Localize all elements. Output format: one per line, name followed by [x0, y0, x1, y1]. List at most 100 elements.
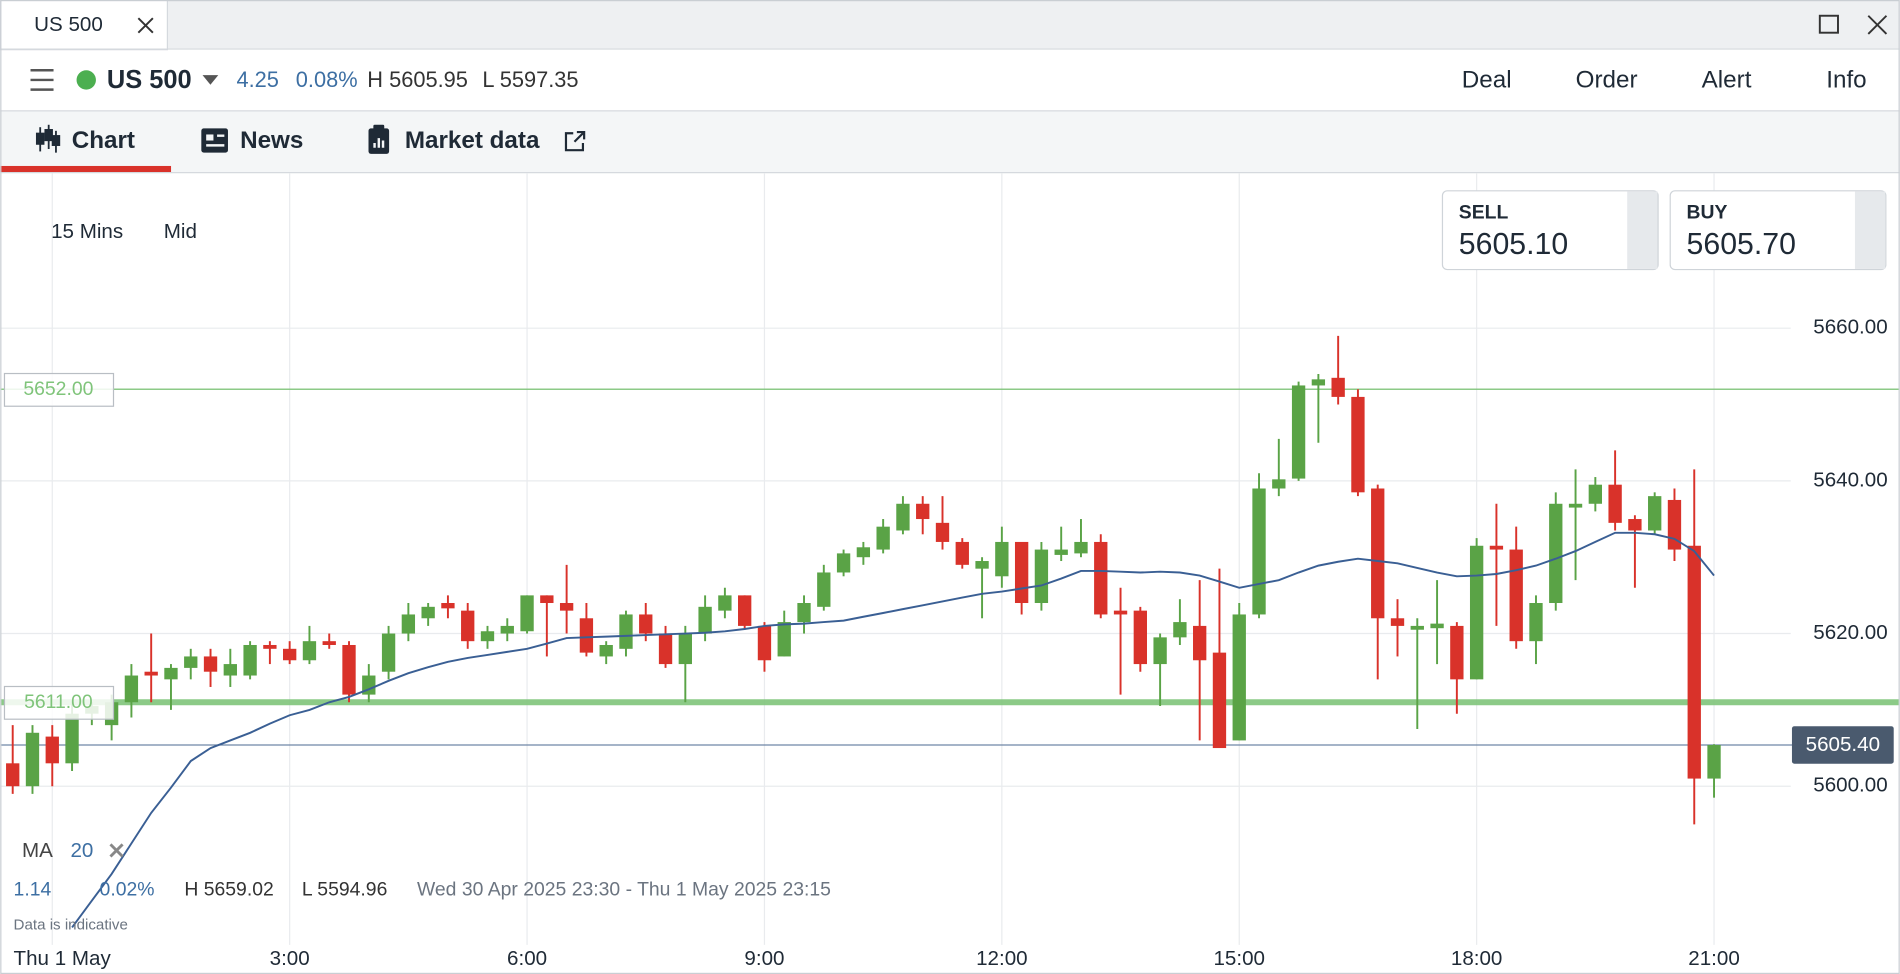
- indicator-name: MA: [22, 839, 53, 862]
- candle-body: [1588, 484, 1602, 504]
- candle-body: [955, 541, 969, 565]
- price-level-tag: [3, 685, 115, 720]
- x-tick-label: 12:00: [976, 947, 1027, 970]
- candle-body: [65, 713, 79, 764]
- candle-body: [1390, 618, 1405, 626]
- y-tick-label: 5600.00: [1813, 774, 1887, 797]
- candle-body: [1232, 614, 1246, 741]
- close-tab-icon[interactable]: [137, 17, 154, 34]
- candle-body: [836, 553, 851, 573]
- candle-body: [1252, 488, 1266, 615]
- action-button[interactable]: Order: [1576, 67, 1638, 94]
- candle-body: [223, 664, 237, 676]
- candle-body: [124, 675, 139, 703]
- candle-body: [421, 606, 435, 619]
- candle-body: [480, 631, 495, 642]
- remove-indicator-icon[interactable]: [109, 843, 124, 858]
- candle-body: [856, 547, 871, 558]
- range-change: 1.14: [14, 879, 52, 901]
- instrument-name[interactable]: US 500: [107, 66, 192, 94]
- candle-body: [1687, 545, 1701, 779]
- dropdown-icon[interactable]: [202, 75, 219, 85]
- candle-body: [203, 656, 218, 672]
- candle-body: [283, 648, 297, 661]
- candle-body: [302, 641, 317, 661]
- candle-body: [1568, 503, 1583, 508]
- candle-body: [658, 633, 673, 665]
- day-low: L 5597.35: [482, 67, 578, 92]
- price-level-label: 5652.00: [23, 378, 93, 400]
- action-button[interactable]: Alert: [1702, 67, 1752, 94]
- candle-body: [698, 606, 712, 634]
- candle-body: [1212, 652, 1227, 749]
- x-tick-label: 21:00: [1688, 947, 1739, 970]
- interval-selector[interactable]: 15 Mins: [51, 220, 123, 243]
- current-price-label: 5605.40: [1806, 733, 1880, 756]
- candle-body: [678, 633, 692, 665]
- candle-body: [916, 503, 930, 520]
- candle-body: [184, 656, 198, 668]
- candle-body: [1509, 549, 1523, 642]
- price-type-selector[interactable]: Mid: [164, 220, 197, 243]
- candle-body: [757, 625, 772, 661]
- candle-body: [1113, 610, 1128, 615]
- candle-body: [401, 614, 416, 634]
- candle-body: [1173, 622, 1187, 638]
- candle-body: [144, 671, 158, 676]
- x-tick-label: 15:00: [1213, 947, 1265, 970]
- candle-body: [1707, 744, 1721, 779]
- change: 4.25: [236, 67, 278, 92]
- tab-label[interactable]: Market data: [405, 127, 540, 154]
- candle-body: [1469, 545, 1484, 680]
- candle-body: [1272, 479, 1286, 489]
- candle-body: [995, 541, 1009, 577]
- y-tick-label: 5620.00: [1813, 621, 1887, 644]
- buy-box[interactable]: [1669, 190, 1887, 271]
- action-button[interactable]: Info: [1826, 67, 1866, 94]
- candle-body: [639, 614, 653, 634]
- candle-body: [1291, 385, 1306, 479]
- candle-body: [1371, 488, 1385, 619]
- candle-body: [1133, 610, 1147, 665]
- candle-body: [322, 641, 336, 645]
- candle-body: [876, 526, 890, 550]
- sell-box[interactable]: [1441, 190, 1659, 271]
- candle-body: [1331, 377, 1345, 397]
- quote-price: 5605.70: [1687, 228, 1796, 261]
- close-window-icon[interactable]: [1867, 15, 1888, 35]
- active-tab-underline: [0, 165, 172, 173]
- indicator-period: 20: [70, 839, 93, 862]
- quote-label: SELL: [1459, 201, 1509, 223]
- disclaimer: Data is indicative: [14, 917, 128, 934]
- candle-body: [896, 503, 910, 531]
- candle-body: [1608, 484, 1622, 523]
- window-tab[interactable]: [0, 0, 169, 51]
- window-bar: [0, 0, 1900, 49]
- candle-body: [263, 644, 277, 649]
- candle-body: [520, 595, 534, 632]
- candle-body: [975, 561, 989, 569]
- tab-label[interactable]: Chart: [72, 127, 135, 154]
- candle-body: [1094, 541, 1108, 615]
- maximize-icon[interactable]: [1818, 14, 1839, 34]
- candle-body: [579, 618, 594, 653]
- tab-bar: [0, 111, 1900, 173]
- tab-label[interactable]: News: [240, 127, 303, 154]
- candle-body: [45, 736, 59, 764]
- range-high: H 5659.02: [184, 879, 273, 901]
- candle-body: [559, 603, 574, 611]
- candle-body: [1628, 519, 1642, 531]
- external-link-icon[interactable]: [564, 130, 586, 152]
- candle-body: [935, 522, 950, 542]
- candle-body: [1351, 396, 1365, 493]
- candle-body: [441, 603, 455, 609]
- menu-icon[interactable]: [30, 69, 54, 91]
- plot-area: [0, 173, 1900, 945]
- x-tick-label: Thu 1 May: [14, 947, 112, 970]
- candle-body: [1074, 541, 1088, 554]
- candle-body: [500, 625, 514, 634]
- quote-label: BUY: [1687, 201, 1728, 223]
- candle-body: [1153, 637, 1167, 665]
- action-button[interactable]: Deal: [1462, 67, 1512, 94]
- candle-body: [25, 732, 40, 787]
